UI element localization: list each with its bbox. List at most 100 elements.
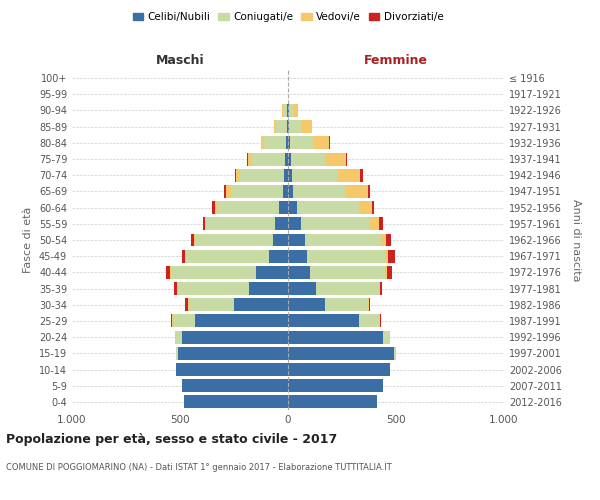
Text: Femmine: Femmine (364, 54, 428, 67)
Bar (291, 152, 325, 166)
Bar (286, 136, 288, 149)
Bar (288, 347, 394, 360)
Bar (234, 298, 288, 311)
Bar (182, 330, 288, 344)
Bar (288, 379, 383, 392)
Bar (285, 152, 288, 166)
Bar (184, 396, 288, 408)
Bar (249, 282, 288, 295)
Bar (383, 330, 389, 344)
Bar (172, 314, 173, 328)
Bar (290, 136, 314, 149)
Bar (368, 185, 370, 198)
Bar (283, 185, 288, 198)
Bar (305, 234, 381, 246)
Bar (195, 314, 288, 328)
Bar (253, 152, 285, 166)
Bar (191, 234, 194, 246)
Bar (381, 234, 386, 246)
Bar (293, 185, 346, 198)
Bar (205, 218, 206, 230)
Bar (288, 363, 389, 376)
Bar (325, 298, 368, 311)
Bar (283, 104, 287, 117)
Legend: Celibi/Nubili, Coniugati/e, Vedovi/e, Divorziati/e: Celibi/Nubili, Coniugati/e, Vedovi/e, Di… (128, 8, 448, 26)
Bar (372, 201, 374, 214)
Bar (194, 234, 195, 246)
Bar (187, 250, 269, 262)
Bar (264, 136, 286, 149)
Bar (388, 250, 395, 262)
Bar (176, 347, 178, 360)
Bar (346, 185, 368, 198)
Bar (274, 120, 276, 133)
Bar (195, 234, 273, 246)
Bar (203, 218, 205, 230)
Bar (188, 298, 234, 311)
Bar (182, 250, 185, 262)
Bar (310, 266, 385, 279)
Bar (296, 201, 359, 214)
Bar (276, 120, 287, 133)
Bar (224, 185, 226, 198)
Bar (288, 201, 296, 214)
Bar (176, 330, 182, 344)
Bar (185, 250, 187, 262)
Bar (185, 298, 188, 311)
Bar (235, 169, 236, 181)
Bar (359, 201, 372, 214)
Bar (226, 185, 231, 198)
Bar (288, 234, 305, 246)
Bar (287, 104, 288, 117)
Bar (287, 120, 288, 133)
Bar (288, 152, 291, 166)
Bar (256, 266, 288, 279)
Bar (288, 120, 289, 133)
Text: COMUNE DI POGGIOMARINO (NA) - Dati ISTAT 1° gennaio 2017 - Elaborazione TUTTITAL: COMUNE DI POGGIOMARINO (NA) - Dati ISTAT… (6, 462, 392, 471)
Bar (178, 282, 249, 295)
Bar (388, 266, 392, 279)
Bar (394, 347, 396, 360)
Bar (301, 120, 312, 133)
Bar (236, 169, 241, 181)
Bar (329, 136, 330, 149)
Bar (288, 314, 359, 328)
Bar (166, 266, 170, 279)
Bar (288, 330, 383, 344)
Bar (380, 314, 381, 328)
Bar (292, 169, 337, 181)
Bar (289, 120, 301, 133)
Bar (173, 282, 177, 295)
Bar (379, 314, 380, 328)
Bar (379, 282, 380, 295)
Bar (212, 201, 215, 214)
Bar (370, 218, 379, 230)
Bar (288, 282, 316, 295)
Bar (176, 363, 288, 376)
Bar (280, 201, 288, 214)
Text: Maschi: Maschi (155, 54, 205, 67)
Bar (337, 169, 361, 181)
Bar (301, 218, 370, 230)
Text: Popolazione per età, sesso e stato civile - 2017: Popolazione per età, sesso e stato civil… (6, 432, 337, 446)
Bar (173, 314, 195, 328)
Bar (178, 347, 288, 360)
Bar (284, 169, 288, 181)
Bar (314, 136, 329, 149)
Bar (217, 201, 280, 214)
Bar (368, 298, 369, 311)
Bar (182, 379, 288, 392)
Bar (177, 282, 178, 295)
Bar (289, 104, 293, 117)
Bar (275, 218, 288, 230)
Bar (385, 266, 388, 279)
Bar (288, 218, 301, 230)
Bar (281, 104, 283, 117)
Bar (346, 152, 347, 166)
Bar (325, 152, 346, 166)
Bar (293, 104, 298, 117)
Bar (288, 104, 289, 117)
Bar (379, 218, 383, 230)
Bar (172, 266, 256, 279)
Y-axis label: Fasce di età: Fasce di età (23, 207, 33, 273)
